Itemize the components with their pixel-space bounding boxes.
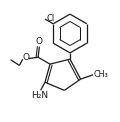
Text: H₂N: H₂N — [31, 91, 48, 100]
Text: O: O — [22, 53, 29, 62]
Text: Cl: Cl — [46, 14, 55, 23]
Text: O: O — [35, 37, 42, 46]
Text: CH₃: CH₃ — [94, 70, 108, 79]
